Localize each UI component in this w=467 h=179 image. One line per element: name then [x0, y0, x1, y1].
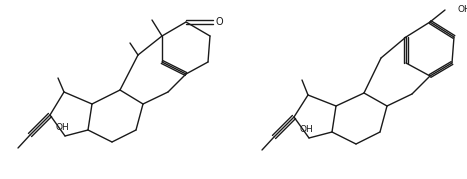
Text: OH: OH — [458, 6, 467, 14]
Text: O: O — [215, 17, 223, 27]
Text: OH: OH — [55, 124, 69, 132]
Text: OH: OH — [299, 125, 313, 134]
